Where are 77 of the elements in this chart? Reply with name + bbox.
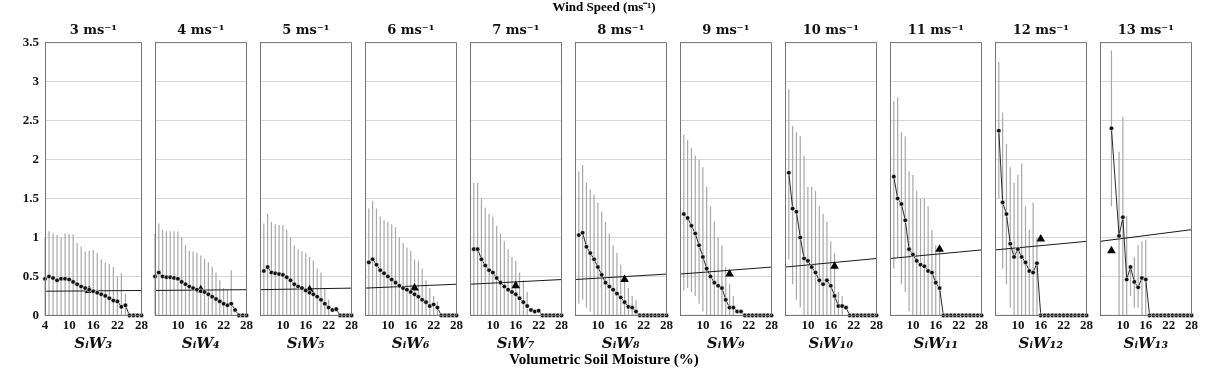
chart-title: 12 ms⁻¹ [1012,22,1069,38]
x-axis-title: SᵢW₉ [706,333,746,352]
x-tick-label: 28 [765,316,779,332]
x-tick-label: 28 [1185,316,1199,332]
y-tick-label: 1 [32,228,39,244]
x-tick-label: 22 [1162,316,1176,332]
x-tick-label: 22 [952,316,966,332]
x-tick-label: 10 [696,316,710,332]
x-tick-label: 10 [171,316,185,332]
x-tick-label: 28 [450,316,464,332]
x-tick-label: 22 [217,316,231,332]
x-axis-title: SᵢW₄ [181,333,220,352]
x-axis-title: SᵢW₁₀ [808,333,854,352]
chart-title: 7 ms⁻¹ [492,22,540,38]
x-tick-label: 28 [345,316,359,332]
x-tick-label: 28 [1080,316,1094,332]
x-axis-title: SᵢW₆ [391,333,431,352]
chart-title: 10 ms⁻¹ [802,22,859,38]
x-tick-label: 16 [1139,316,1153,332]
x-tick-label: 10 [1116,316,1130,332]
y-tick-label: 2.5 [22,111,40,127]
x-tick-label: 22 [110,316,124,332]
x-tick-label: 22 [742,316,756,332]
y-tick-label: 3.5 [22,33,40,49]
x-tick-label: 10 [486,316,500,332]
x-tick-label: 10 [62,316,76,332]
y-tick-label: 1.5 [22,189,40,205]
x-tick-label: 16 [404,316,418,332]
x-axis-title: SᵢW₁₁ [913,333,958,352]
text: Wind Speed (ms⁻¹) [551,0,657,14]
x-axis-title: SᵢW₇ [496,333,536,352]
chart-title: 3 ms⁻¹ [69,22,117,38]
x-tick-label: 28 [135,316,149,332]
x-tick-label: 10 [591,316,605,332]
text: Volumetric Soil Moisture (%) [508,351,700,368]
x-tick-label: 16 [1034,316,1048,332]
y-tick-label: 3 [32,72,40,88]
x-tick-label: 28 [240,316,254,332]
x-axis-title: SᵢW₈ [601,333,641,352]
x-tick-label: 16 [299,316,313,332]
x-tick-label: 10 [1011,316,1025,332]
x-tick-label: 22 [847,316,861,332]
x-tick-label: 16 [719,316,733,332]
x-tick-label: 16 [194,316,208,332]
chart-title: 9 ms⁻¹ [702,22,750,38]
y-tick-label: 0.5 [22,267,40,283]
x-tick-label: 22 [322,316,336,332]
chart-title: 6 ms⁻¹ [387,22,435,38]
x-tick-label: 28 [555,316,569,332]
x-tick-label: 10 [276,316,290,332]
x-tick-label: 10 [801,316,815,332]
chart-title: 5 ms⁻¹ [282,22,330,38]
x-tick-label: 16 [509,316,523,332]
x-tick-label: 16 [929,316,943,332]
x-tick-label: 22 [427,316,441,332]
x-axis-title: SᵢW₁₃ [1123,333,1169,352]
x-tick-label: 28 [975,316,989,332]
y-tick-label: 0 [32,306,39,322]
x-tick-label: 28 [660,316,674,332]
chart-title: 13 ms⁻¹ [1117,22,1174,38]
chart-title: 11 ms⁻¹ [907,22,964,38]
chart-title: 8 ms⁻¹ [597,22,645,38]
x-tick-label: 16 [614,316,628,332]
x-axis-title: SᵢW₃ [74,333,113,352]
x-tick-label: 16 [824,316,838,332]
x-axis-title: SᵢW₅ [286,333,326,352]
y-tick-label: 2 [32,150,39,166]
x-tick-label: 10 [906,316,920,332]
x-tick-label: 22 [637,316,651,332]
chart-title: 4 ms⁻¹ [177,22,225,38]
x-tick-label: 22 [532,316,546,332]
x-axis-title: SᵢW₁₂ [1018,333,1064,352]
x-tick-label: 10 [381,316,395,332]
x-tick-label: 16 [86,316,101,332]
x-tick-label: 4 [41,316,49,332]
x-tick-label: 22 [1057,316,1071,332]
x-tick-label: 28 [870,316,884,332]
